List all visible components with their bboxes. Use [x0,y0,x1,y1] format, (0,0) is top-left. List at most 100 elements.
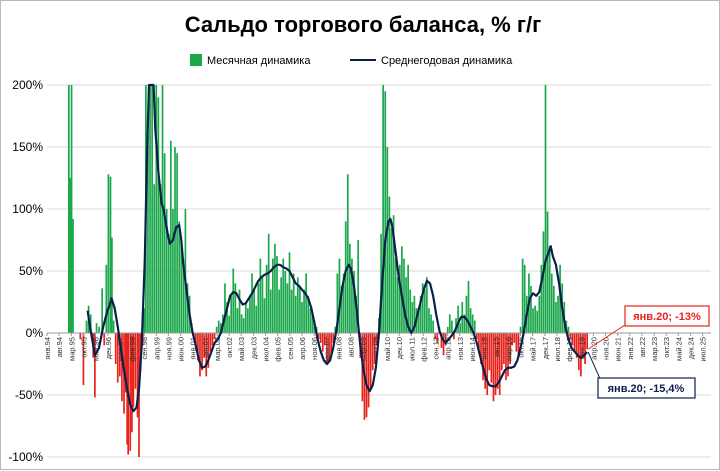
x-tick-label: ноя.20 [601,337,610,360]
bar-mark [228,315,230,333]
x-tick-label: янв.01 [189,337,198,360]
bar-mark [103,333,106,346]
x-tick-label: июл.25 [699,337,708,361]
bar-mark [211,333,214,346]
bar-mark [511,333,514,346]
bar-mark [334,326,337,333]
bar-mark [553,285,555,333]
bar-mark [546,211,549,333]
bar-mark [265,264,268,333]
bar-mark [451,320,453,333]
x-tick-label: дек.10 [395,337,404,359]
bar-mark [114,333,117,364]
x-tick-label: май.03 [237,337,246,361]
bar-mark [95,323,98,333]
annotation-leader [587,351,602,382]
x-tick-label: авг.15 [492,337,501,357]
bar-mark [550,273,553,333]
bar-mark [159,184,162,333]
y-tick-label: 100% [12,202,43,216]
bar-mark [217,320,220,333]
legend: Месячная динамика Среднегодовая динамика [190,54,513,67]
x-tick-label: мар.16 [504,337,513,361]
x-tick-label: сен.05 [286,337,295,360]
bar-mark [442,333,445,356]
x-tick-label: сен.19 [577,337,586,360]
bar-mark [332,333,335,343]
x-tick-label: авг.22 [638,337,647,357]
bar-mark [112,320,115,333]
bar-mark [284,271,287,333]
bar-mark [582,333,584,358]
bar-mark [324,333,326,346]
bar-mark [213,333,216,340]
bar-mark [276,256,278,333]
bar-mark [178,221,181,333]
bar-series [68,85,588,457]
bar-mark [349,243,351,333]
x-tick-label: июн.21 [614,337,623,361]
series-line [86,83,588,413]
bar-mark [79,333,82,340]
bar-mark [234,283,237,333]
bar-mark [109,176,112,333]
bar-mark [346,174,349,333]
bar-mark [157,97,160,334]
bar-mark [269,289,272,333]
x-tick-label: окт.02 [225,337,234,358]
bar-mark [94,333,96,398]
x-tick-label: июн.00 [177,337,186,361]
bar-mark [586,333,588,350]
bar-mark [194,333,197,348]
annotation-label: янв.20; -13% [633,311,701,323]
bar-mark [409,289,412,333]
x-tick-label: фев.98 [128,337,137,362]
bar-mark [165,209,168,333]
x-tick-label: дек.24 [687,337,696,359]
bar-mark [136,333,139,418]
bar-mark [317,333,320,340]
bar-mark [85,320,88,333]
x-tick-label: май.17 [529,337,538,361]
bar-mark [119,333,121,377]
x-tick-label: окт.23 [662,337,671,358]
x-tick-label: янв.94 [43,337,52,360]
bar-mark [457,305,459,333]
x-tick-label: июн.07 [322,337,331,361]
bar-mark [207,333,210,368]
bar-mark [417,310,420,333]
bar-mark [132,333,135,408]
bar-mark [469,308,472,333]
bar-mark [338,258,341,333]
bar-mark [496,333,499,389]
bar-mark [82,333,85,386]
bar-mark [398,264,401,333]
bar-mark [340,285,343,333]
x-tick-label: июл.18 [553,337,562,361]
bar-mark [426,277,428,333]
bar-mark [382,85,385,333]
x-tick-label: сен.12 [432,337,441,360]
bar-mark [515,333,518,352]
bar-mark [507,333,509,377]
bar-mark [534,305,536,333]
bar-mark [494,333,497,395]
legend-bar-label: Месячная динамика [207,55,311,67]
bar-mark [274,243,276,333]
chart-title: Сальдо торгового баланса, % г/г [185,12,542,37]
bar-mark [390,227,393,333]
bar-mark [263,298,266,333]
x-tick-label: июл.11 [407,337,416,361]
y-tick-label: 150% [12,140,43,154]
x-tick-label: авг.08 [346,337,355,357]
bar-mark [523,264,526,333]
bar-mark [328,333,330,361]
bar-mark [182,258,185,333]
bar-mark [124,333,127,393]
annotation-leader [587,322,629,350]
bar-mark [573,333,576,352]
bar-mark [513,333,516,343]
bar-mark [290,289,293,333]
bar-mark [548,246,551,333]
